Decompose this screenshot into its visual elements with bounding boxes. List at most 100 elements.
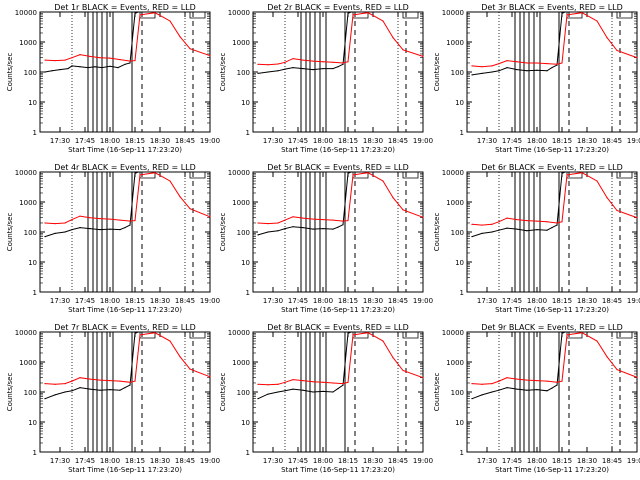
lld-data-point [382,180,384,182]
lld-data-point [292,216,294,218]
y-tick-label: 1000 [232,199,250,207]
lld-data-point [347,219,349,222]
lld-data-point [154,12,156,14]
events-data-point [526,70,528,72]
lld-data-point [498,380,500,382]
events-data-point [101,67,103,69]
events-data-point [556,224,558,226]
lld-data-point [546,221,548,223]
lld-data-point [636,376,638,378]
y-tick-label: 10 [28,99,37,107]
events-data-point [312,228,314,230]
events-data-point [561,332,563,334]
events-data-point [129,384,131,386]
x-tick-label: 18:15 [552,137,572,145]
events-data-point [337,226,339,228]
x-tick-label: 18:00 [313,137,333,145]
events-data-point [109,65,111,67]
events-data-point [526,389,528,391]
events-data-point [292,388,294,390]
events-data-point [71,229,73,231]
lld-data-point [179,356,181,358]
lld-data-point [352,14,354,16]
lld-data-point [581,332,583,334]
lld-data-point [596,180,598,182]
events-data-point [284,390,286,392]
lld-data-point [179,36,181,38]
events-data-point [312,391,314,393]
lld-data-point [44,383,46,385]
x-tick-label: 18:45 [175,137,195,145]
lld-data-point [402,369,404,372]
events-data-point [350,171,352,173]
lld-data-point [526,62,528,64]
lld-data-point [312,381,314,383]
x-tick-label: 17:45 [288,137,308,145]
lld-data-point [498,221,500,223]
x-tick-label: 19:00 [413,137,433,145]
lld-data-point [99,217,101,220]
events-data-point [471,74,473,76]
x-tick-label: 19:00 [200,457,220,465]
y-tick-label: 10000 [228,9,250,17]
y-tick-label: 1 [246,289,250,297]
lld-data-point [209,376,211,378]
lld-data-point [129,60,131,62]
x-tick-label: 18:30 [577,137,597,145]
lld-data-point [71,380,73,382]
events-data-point [564,11,566,13]
panel-title: Det 2r BLACK = Events, RED = LLD [267,3,409,12]
y-tick-label: 1000 [232,359,250,367]
events-data-point [302,227,304,229]
y-tick-label: 100 [237,389,250,397]
detector-panel-1: Det 1r BLACK = Events, RED = LLD 1 10 100 10… [6,3,220,154]
y-axis-label: Counts/sec [6,53,14,92]
x-tick-label: 18:45 [388,457,408,465]
events-data-point [561,12,563,14]
lld-data-point [79,54,81,56]
events-data-point [516,69,518,71]
y-tick-label: 100 [451,229,464,237]
x-tick-label: 18:15 [125,137,145,145]
lld-data-point [277,383,279,385]
events-data-point [302,67,304,70]
events-data-point [137,171,139,173]
lld-data-point [332,219,334,221]
lld-data-point [169,20,171,22]
events-data-point [332,67,334,70]
y-tick-label: 10000 [228,329,250,337]
lld-series-line [471,332,638,385]
lld-series-line [257,172,424,225]
events-data-point [277,391,279,393]
lld-data-point [491,223,493,225]
events-data-point [491,231,493,233]
y-tick-label: 10000 [442,9,464,17]
events-data-point [342,224,344,226]
x-tick-label: 18:45 [602,137,622,145]
x-tick-label: 19:00 [627,297,640,305]
detector-panel-2: Det 2r BLACK = Events, RED = LLD 1 10 100 10… [219,3,433,154]
events-data-point [267,71,269,73]
lld-data-point [267,384,269,386]
lld-data-point [566,14,568,16]
lld-data-point [209,216,211,218]
x-tick-label: 17:45 [75,137,95,145]
events-data-point [491,391,493,393]
events-data-point [89,388,91,390]
lld-data-point [526,219,528,222]
y-tick-label: 1000 [19,39,37,47]
lld-data-point [536,379,538,382]
plot-frame [252,11,424,133]
lld-data-point [481,66,483,68]
lld-data-point [471,383,473,385]
x-tick-label: 17:30 [477,297,497,305]
events-data-point [350,331,352,333]
lld-data-point [636,217,638,219]
x-tick-label: 19:00 [627,457,640,465]
y-tick-label: 1 [460,449,464,457]
x-tick-label: 17:30 [263,297,283,305]
lld-data-point [566,334,568,336]
lld-series-line [44,332,211,385]
lld-data-point [109,218,111,220]
lld-data-point [322,61,324,63]
